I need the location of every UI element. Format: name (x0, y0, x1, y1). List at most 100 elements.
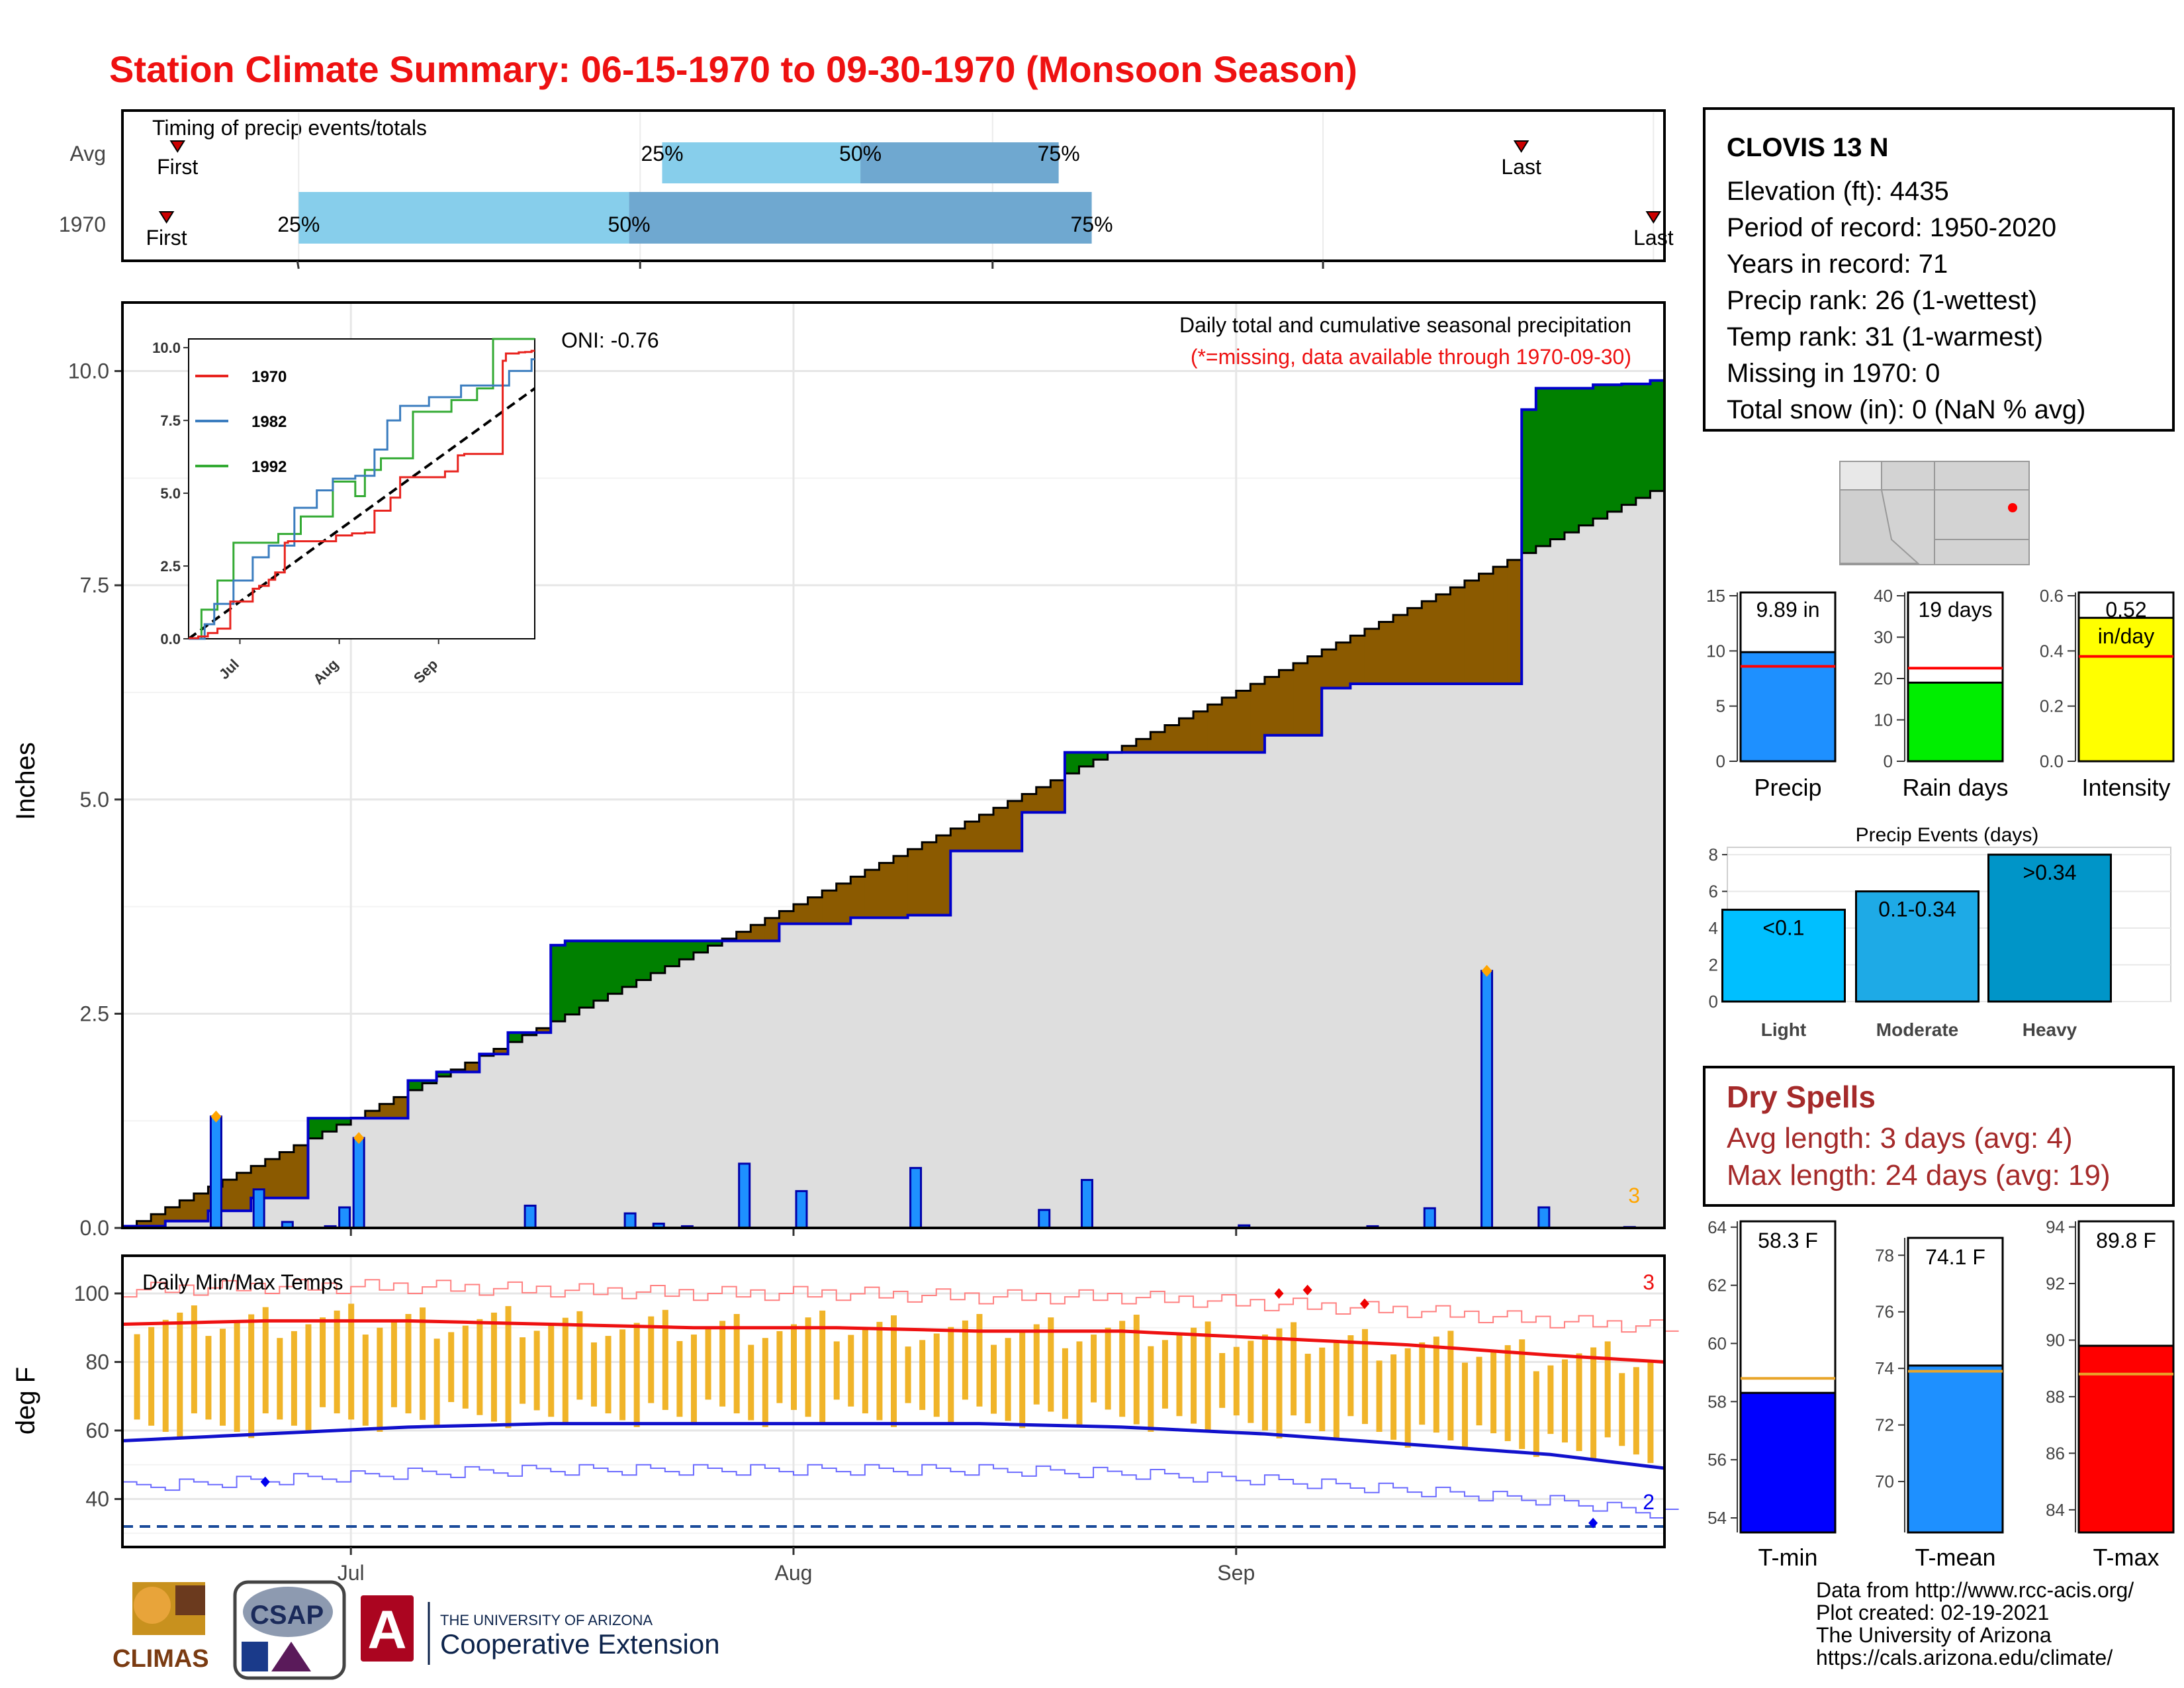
daily-temp-bar (1191, 1327, 1197, 1424)
page-title: Station Climate Summary: 06-15-1970 to 0… (109, 48, 1357, 90)
events-ytick: 8 (1709, 845, 1718, 865)
daily-temp-bar (1490, 1350, 1497, 1434)
daily-temp-bar (1619, 1373, 1625, 1446)
avg-min-temp-line (122, 1422, 1665, 1470)
temp-bar-ytick: 62 (1707, 1276, 1727, 1295)
daily-precip-bar (1423, 1207, 1436, 1229)
timing-panel: Timing of precip events/totals Avg 1970 … (59, 109, 1674, 269)
avg-max-temp-line (122, 1319, 1665, 1364)
daily-temp-bar (948, 1327, 954, 1424)
record-high-marker (1274, 1288, 1284, 1299)
temp-bar-ytick: 76 (1875, 1302, 1894, 1322)
daily-temp-bar (1048, 1317, 1054, 1412)
daily-precip-bar (338, 1206, 351, 1229)
svg-text:CLIMAS: CLIMAS (113, 1645, 209, 1673)
daily-temp-bar (1533, 1371, 1539, 1457)
station-name: CLOVIS 13 N (1727, 133, 1889, 162)
temp-ytick: 100 (74, 1282, 109, 1305)
credits: Data from http://www.rcc-acis.org/ Plot … (1816, 1579, 2134, 1669)
temp-bar-label: T-max (2093, 1544, 2159, 1571)
timing-marker-last (1513, 140, 1529, 153)
timing-label-last: Last (1633, 226, 1674, 250)
daily-temp-bar (548, 1324, 555, 1417)
temp-bar-value: 58.3 F (1758, 1229, 1818, 1252)
daily-temp-bar (1333, 1341, 1340, 1439)
temp-bar-ytick: 86 (2046, 1443, 2065, 1463)
daily-temp-bar (448, 1332, 455, 1403)
temp-bar-ytick: 64 (1707, 1217, 1727, 1237)
precip-events-title: Precip Events (days) (1856, 824, 2039, 846)
daily-precip-bar (352, 1137, 365, 1229)
daily-temp-bar (1647, 1361, 1654, 1464)
precip-count-label: 3 (1628, 1184, 1640, 1207)
record-marker (1481, 964, 1492, 977)
summary-bar-precip: 0 5 10 15 9.89 in Precip (1706, 586, 1837, 801)
daily-temp-bar (562, 1317, 569, 1424)
daily-temp-bar (134, 1334, 140, 1420)
summary-ytick: 5 (1716, 696, 1725, 716)
daily-temp-bar (1433, 1336, 1439, 1433)
temp-ylabel: deg F (11, 1367, 40, 1434)
daily-temp-bar (719, 1321, 726, 1407)
daily-temp-bar (690, 1335, 697, 1424)
daily-temp-bar (191, 1305, 197, 1414)
daily-temp-bar (1062, 1348, 1068, 1419)
daily-temp-bar (177, 1312, 183, 1438)
inset-series-1970 (189, 350, 535, 639)
daily-temp-bar (1248, 1340, 1254, 1423)
daily-temp-bar (748, 1344, 754, 1421)
temp-bar-ytick: 72 (1875, 1415, 1894, 1435)
daily-temp-bar (1604, 1341, 1611, 1438)
summary-bar-fill (1739, 651, 1837, 763)
daily-precip-bar (252, 1188, 265, 1229)
inset-frame (188, 338, 535, 639)
timing-label-q50: 50% (608, 212, 651, 236)
inset-ytick: 10.0 (152, 340, 181, 356)
summary-bar-label: Rain days (1902, 774, 2008, 801)
daily-temp-bar (348, 1303, 355, 1420)
precip-frame (121, 301, 1666, 1229)
summary-ytick: 40 (1874, 586, 1893, 606)
daily-temp-bar (590, 1342, 597, 1407)
temp-xtick: Jul (338, 1561, 365, 1585)
temp-bar-label: T-mean (1915, 1544, 1995, 1571)
summary-ytick: 0.2 (2040, 696, 2064, 716)
daily-temp-bar (891, 1315, 897, 1427)
ua-cooperative-extension-logo: A THE UNIVERSITY OF ARIZONA Cooperative … (361, 1595, 720, 1665)
daily-temp-bar (576, 1311, 583, 1400)
temp-bar-value: 74.1 F (1925, 1245, 1985, 1269)
daily-temp-bar (1390, 1354, 1397, 1440)
daily-temp-bar (490, 1312, 497, 1422)
daily-temp-bar (291, 1331, 297, 1426)
timing-label-q50: 50% (839, 142, 882, 165)
daily-temp-bar (420, 1307, 426, 1420)
daily-temp-bar (848, 1335, 854, 1407)
events-bar-heavy (1987, 853, 2112, 1003)
summary-bar-unit: in/day (2098, 624, 2154, 648)
locator-map (1839, 461, 2030, 565)
temp-ytick: 60 (85, 1419, 109, 1442)
daily-temp-bar (1419, 1342, 1426, 1425)
csap-logo: CSAP (233, 1580, 346, 1680)
credit-line-created: Plot created: 02-19-2021 (1816, 1601, 2050, 1624)
daily-temp-bar (762, 1338, 768, 1427)
record-low-marker (1588, 1517, 1598, 1528)
daily-temp-bar (377, 1327, 383, 1432)
daily-temp-bar (876, 1321, 883, 1421)
temp-bar-t-min: 54 56 58 60 62 64 58.3 F T-min (1707, 1217, 1837, 1571)
temp-bar-t-max: 84 86 88 90 92 94 89.8 F T-max (2046, 1217, 2175, 1571)
timing-bar-q25-q50 (662, 142, 861, 183)
temp-min-count: 2 (1643, 1490, 1655, 1514)
daily-temp-bar (1447, 1331, 1454, 1441)
temp-bar-fill (2077, 1344, 2175, 1534)
temp-xtick: Aug (775, 1561, 813, 1585)
precip-ytick: 7.5 (80, 573, 109, 597)
daily-precip-bar (1080, 1179, 1093, 1229)
summary-ytick: 10 (1874, 710, 1893, 730)
summary-ytick: 0 (1716, 751, 1725, 771)
daily-temp-bar (1119, 1321, 1126, 1417)
summary-bar-rain-days: 0 10 20 30 40 19 days Rain days (1874, 586, 2008, 801)
daily-precip-bar (1537, 1206, 1551, 1229)
daily-temp-bar (733, 1314, 740, 1414)
daily-temp-bar (776, 1331, 783, 1403)
